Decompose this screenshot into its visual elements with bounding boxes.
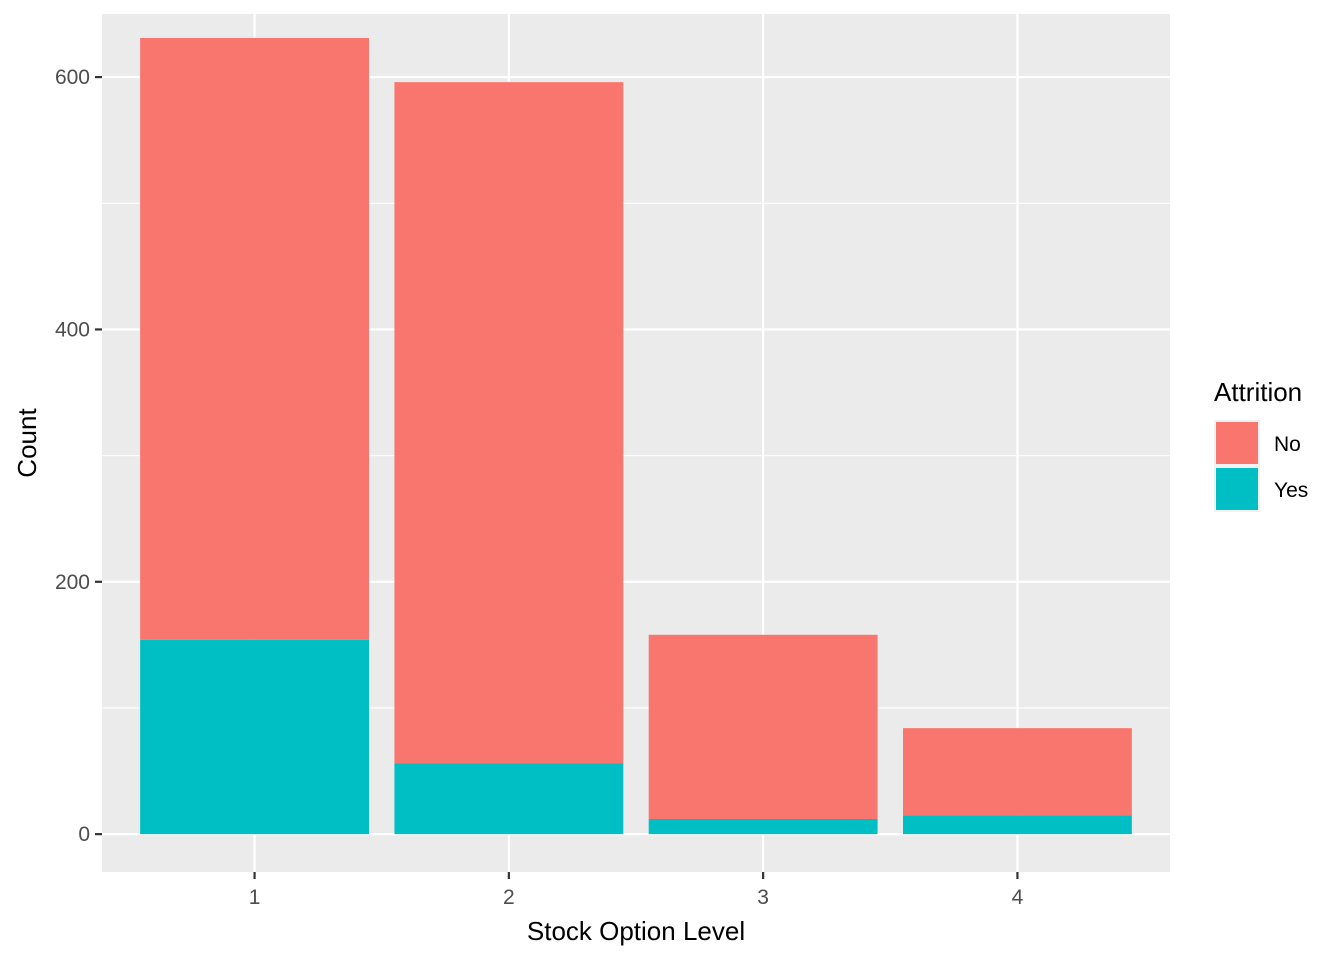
x-tick-label: 2: [503, 886, 515, 909]
legend-title: Attrition: [1214, 377, 1302, 407]
bar-yes-level-1: [140, 639, 369, 835]
y-axis: 0 200 400 600: [55, 66, 102, 846]
legend-key-no: [1216, 422, 1258, 464]
y-tick-label: 600: [55, 66, 90, 89]
legend-label-no: No: [1274, 433, 1301, 456]
y-tick-label: 200: [55, 571, 90, 594]
x-tick-label: 4: [1012, 886, 1024, 909]
bar-yes-level-2: [394, 763, 624, 835]
x-axis: 1 2 3 4: [249, 872, 1024, 909]
bar-no-level-2: [394, 82, 624, 764]
y-tick-label: 400: [55, 318, 90, 341]
y-axis-title: Count: [12, 408, 42, 478]
bar-no-level-4: [903, 728, 1132, 816]
y-tick-label: 0: [78, 823, 90, 846]
legend-key-yes: [1216, 468, 1258, 510]
bar-no-level-1: [140, 37, 369, 640]
legend-items: No Yes: [1214, 420, 1308, 512]
x-tick-label: 1: [249, 886, 261, 909]
bars-layer: [140, 37, 1132, 835]
legend-label-yes: Yes: [1274, 479, 1308, 502]
bar-yes-level-3: [648, 819, 878, 835]
legend: Attrition No Yes: [1214, 377, 1308, 512]
x-axis-title: Stock Option Level: [527, 916, 745, 946]
bar-no-level-3: [648, 634, 878, 820]
bar-yes-level-4: [903, 815, 1132, 835]
x-tick-label: 3: [757, 886, 769, 909]
